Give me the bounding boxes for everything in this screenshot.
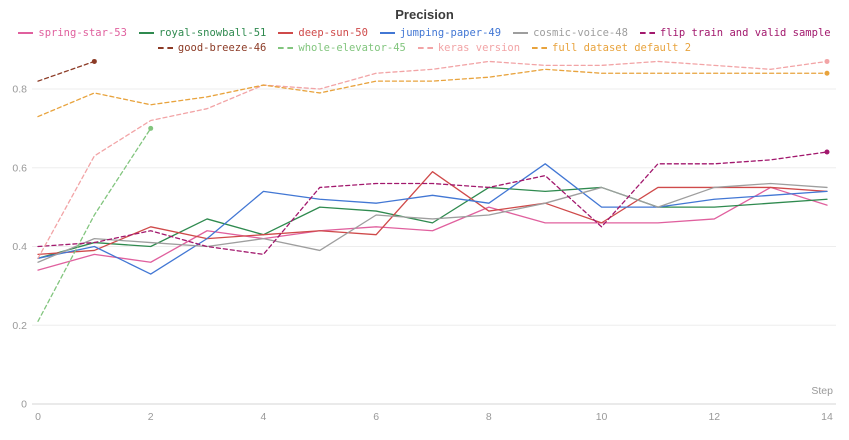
legend-item-spring-star-53[interactable]: spring-star-53 <box>18 26 127 40</box>
legend-line-swatch <box>379 32 395 34</box>
y-tick-label: 0 <box>21 399 27 411</box>
legend-line-swatch <box>138 32 154 34</box>
x-tick-label: 4 <box>261 411 267 423</box>
x-tick-label: 12 <box>708 411 720 423</box>
chart-title: Precision <box>395 7 454 22</box>
y-tick-label: 0.4 <box>12 241 27 253</box>
x-tick-label: 10 <box>596 411 608 423</box>
legend-label: royal-snowball-51 <box>158 27 267 39</box>
legend-item-cosmic-voice-48[interactable]: cosmic-voice-48 <box>513 26 628 40</box>
legend-line-swatch <box>18 32 34 34</box>
series-end-dot-good-breeze-46 <box>91 58 97 64</box>
legend-row-1: spring-star-53 royal-snowball-51 deep-sun-… <box>12 26 836 40</box>
x-tick-label: 2 <box>148 411 154 423</box>
chart-legend: spring-star-53 royal-snowball-51 deep-sun-… <box>0 26 849 55</box>
series-end-dot-full-dataset-default-2 <box>824 70 830 76</box>
legend-item-jumping-paper-49[interactable]: jumping-paper-49 <box>379 26 502 40</box>
y-tick-label: 0.8 <box>12 84 27 96</box>
legend-item-whole-elevator-45[interactable]: whole-elevator-45 <box>278 41 406 55</box>
series-line-full-dataset-default-2 <box>37 68 828 118</box>
legend-item-flip-train-and-valid-sample[interactable]: flip train and valid sample <box>639 26 831 40</box>
series-line-jumping-paper-49 <box>37 163 828 275</box>
legend-row-2: good-breeze-46 whole-elevator-45 keras ver… <box>152 41 697 55</box>
legend-label: jumping-paper-49 <box>399 27 502 39</box>
x-tick-label: 14 <box>821 411 833 423</box>
legend-label: whole-elevator-45 <box>298 42 406 54</box>
series-line-keras-version <box>37 60 828 259</box>
series-line-deep-sun-50 <box>37 171 828 256</box>
legend-line-swatch <box>157 47 173 49</box>
series-end-dot-flip-train-and-valid-sample <box>824 149 830 155</box>
series-end-dot-whole-elevator-45 <box>148 125 154 131</box>
legend-label: spring-star-53 <box>38 27 127 39</box>
legend-item-royal-snowball-51[interactable]: royal-snowball-51 <box>138 26 267 40</box>
x-tick-label: 0 <box>35 411 41 423</box>
series-line-royal-snowball-51 <box>37 186 828 259</box>
legend-line-swatch <box>532 47 548 49</box>
series-line-good-breeze-46 <box>37 60 96 82</box>
x-axis-label: Step <box>811 385 833 397</box>
legend-line-swatch <box>417 47 433 49</box>
legend-item-keras-version[interactable]: keras version <box>417 41 521 55</box>
y-tick-label: 0.2 <box>12 320 27 332</box>
series-line-spring-star-53 <box>37 186 828 271</box>
legend-line-swatch <box>278 47 294 49</box>
series-line-whole-elevator-45 <box>37 127 152 322</box>
x-tick-label: 6 <box>373 411 379 423</box>
legend-label: keras version <box>437 42 521 54</box>
legend-item-full-dataset-default-2[interactable]: full dataset default 2 <box>532 41 691 55</box>
series-line-cosmic-voice-48 <box>37 182 828 263</box>
legend-item-good-breeze-46[interactable]: good-breeze-46 <box>157 41 267 55</box>
legend-label: good-breeze-46 <box>177 42 267 54</box>
y-tick-label: 0.6 <box>12 162 27 174</box>
legend-line-swatch <box>513 32 529 34</box>
x-tick-label: 8 <box>486 411 492 423</box>
series-line-flip-train-and-valid-sample <box>37 151 828 256</box>
legend-line-swatch <box>639 32 655 34</box>
legend-label: flip train and valid sample <box>659 27 831 39</box>
legend-label: full dataset default 2 <box>552 42 692 54</box>
legend-item-deep-sun-50[interactable]: deep-sun-50 <box>278 26 368 40</box>
series-end-dot-keras-version <box>824 58 830 64</box>
legend-label: cosmic-voice-48 <box>533 27 628 39</box>
legend-label: deep-sun-50 <box>298 27 368 39</box>
legend-line-swatch <box>278 32 294 34</box>
